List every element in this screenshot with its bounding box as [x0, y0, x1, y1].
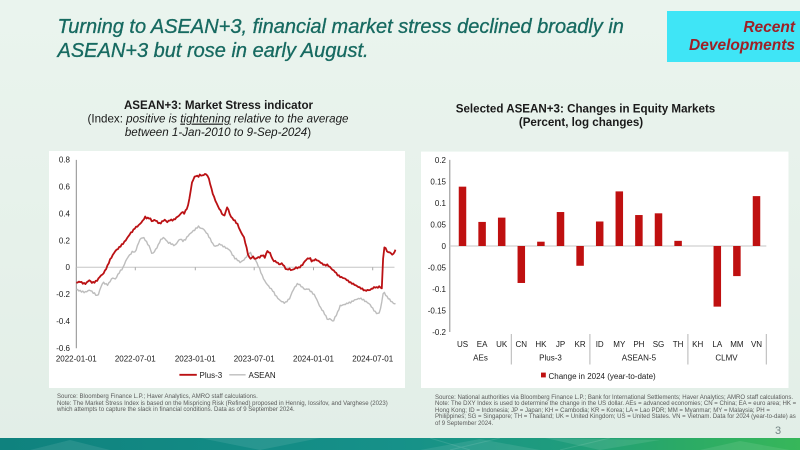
svg-text:ASEAN-5: ASEAN-5 — [622, 354, 657, 363]
svg-text:2022-01-01: 2022-01-01 — [56, 355, 97, 364]
svg-text:0.1: 0.1 — [435, 199, 447, 208]
svg-text:-0.2: -0.2 — [56, 290, 70, 299]
svg-text:2023-07-01: 2023-07-01 — [234, 355, 275, 364]
svg-text:MM: MM — [730, 340, 744, 349]
svg-text:TH: TH — [673, 340, 684, 349]
svg-text:CLMV: CLMV — [715, 354, 738, 363]
svg-text:JP: JP — [556, 340, 565, 349]
svg-text:(Index: positive is tightening: (Index: positive is tightening relative … — [87, 113, 349, 126]
svg-text:SG: SG — [653, 340, 665, 349]
svg-text:-0.4: -0.4 — [56, 317, 70, 326]
svg-text:0.4: 0.4 — [59, 209, 71, 218]
svg-text:KR: KR — [575, 340, 586, 349]
svg-text:KH: KH — [692, 340, 703, 349]
svg-text:0.8: 0.8 — [59, 156, 71, 165]
svg-text:0.6: 0.6 — [59, 183, 71, 192]
svg-text:-0.1: -0.1 — [432, 285, 446, 294]
svg-text:0: 0 — [442, 242, 447, 251]
svg-text:UK: UK — [496, 340, 508, 349]
svg-text:2024-01-01: 2024-01-01 — [293, 355, 334, 364]
svg-text:VN: VN — [751, 340, 762, 349]
svg-text:ID: ID — [596, 340, 604, 349]
svg-text:HK: HK — [535, 340, 547, 349]
svg-text:Plus-3: Plus-3 — [539, 354, 562, 363]
svg-text:AEs: AEs — [473, 354, 488, 363]
svg-text:0: 0 — [66, 263, 71, 272]
svg-text:0.2: 0.2 — [59, 236, 71, 245]
svg-text:MY: MY — [613, 340, 626, 349]
svg-text:Selected ASEAN+3: Changes in E: Selected ASEAN+3: Changes in Equity Mark… — [456, 103, 716, 116]
svg-text:(Percent, log changes): (Percent, log changes) — [519, 116, 643, 129]
svg-text:2024-07-01: 2024-07-01 — [352, 355, 393, 364]
svg-text:EA: EA — [477, 340, 488, 349]
svg-text:0.15: 0.15 — [430, 177, 446, 186]
svg-text:0.05: 0.05 — [430, 220, 446, 229]
svg-text:LA: LA — [712, 340, 722, 349]
svg-text:CN: CN — [516, 340, 528, 349]
svg-text:-0.15: -0.15 — [428, 306, 447, 315]
svg-text:ASEAN: ASEAN — [249, 371, 276, 380]
svg-text:US: US — [457, 340, 468, 349]
svg-text:-0.05: -0.05 — [428, 263, 447, 272]
svg-text:Plus-3: Plus-3 — [200, 371, 223, 380]
svg-text:PH: PH — [633, 340, 644, 349]
svg-text:2023-01-01: 2023-01-01 — [175, 355, 216, 364]
svg-text:-0.6: -0.6 — [56, 344, 70, 353]
svg-text:-0.2: -0.2 — [432, 328, 446, 337]
svg-text:2022-07-01: 2022-07-01 — [115, 355, 156, 364]
svg-text:0.2: 0.2 — [435, 156, 447, 165]
svg-text:Change in 2024 (year-to-date): Change in 2024 (year-to-date) — [549, 372, 657, 381]
svg-text:between 1-Jan-2010 to 9-Sep-20: between 1-Jan-2010 to 9-Sep-2024) — [125, 126, 311, 139]
svg-text:ASEAN+3: Market Stress indicat: ASEAN+3: Market Stress indicator — [124, 99, 314, 112]
